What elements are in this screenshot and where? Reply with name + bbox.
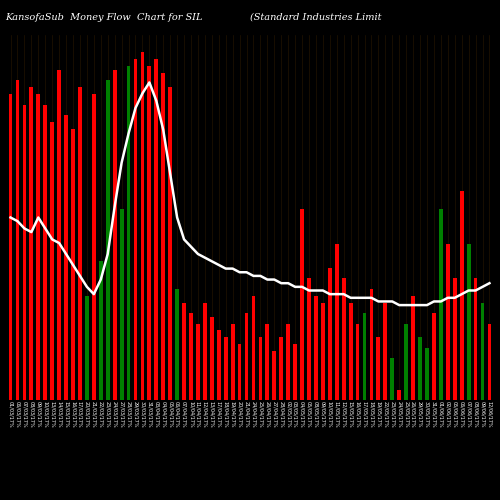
Bar [348,302,352,400]
Bar [113,70,116,400]
Bar [120,209,124,400]
Bar [362,313,366,400]
Bar [203,302,207,400]
Bar [384,302,387,400]
Bar [293,344,297,400]
Bar [196,324,200,400]
Text: (Standard Industries Limit: (Standard Industries Limit [250,12,382,22]
Bar [272,352,276,400]
Bar [418,338,422,400]
Bar [8,94,12,400]
Bar [453,278,456,400]
Bar [376,338,380,400]
Bar [266,324,270,400]
Bar [134,60,138,400]
Bar [92,94,96,400]
Bar [30,87,34,400]
Bar [286,324,290,400]
Bar [300,209,304,400]
Bar [474,278,478,400]
Bar [64,115,68,400]
Bar [71,129,75,400]
Bar [168,87,172,400]
Bar [85,296,89,400]
Bar [36,94,40,400]
Bar [280,338,283,400]
Bar [244,313,248,400]
Bar [175,289,179,400]
Bar [411,296,415,400]
Bar [57,70,61,400]
Bar [182,302,186,400]
Bar [488,324,492,400]
Bar [425,348,429,400]
Bar [22,104,26,400]
Bar [460,192,464,400]
Bar [314,296,318,400]
Bar [432,313,436,400]
Bar [189,313,193,400]
Bar [126,66,130,400]
Bar [356,324,360,400]
Bar [321,302,325,400]
Bar [404,324,408,400]
Bar [16,80,20,400]
Bar [439,209,443,400]
Bar [224,338,228,400]
Bar [252,296,256,400]
Bar [390,358,394,400]
Bar [238,344,242,400]
Bar [370,289,374,400]
Bar [162,73,165,400]
Bar [398,390,401,400]
Bar [217,330,220,400]
Bar [342,278,345,400]
Bar [230,324,234,400]
Bar [258,338,262,400]
Bar [78,87,82,400]
Bar [44,104,47,400]
Bar [466,244,470,400]
Bar [335,244,338,400]
Bar [99,261,102,400]
Bar [154,60,158,400]
Bar [446,244,450,400]
Bar [210,316,214,400]
Bar [480,302,484,400]
Text: KansofaSub  Money Flow  Chart for SIL: KansofaSub Money Flow Chart for SIL [5,12,202,22]
Bar [328,268,332,400]
Bar [140,52,144,400]
Bar [106,80,110,400]
Bar [148,66,152,400]
Bar [50,122,54,400]
Bar [307,278,311,400]
